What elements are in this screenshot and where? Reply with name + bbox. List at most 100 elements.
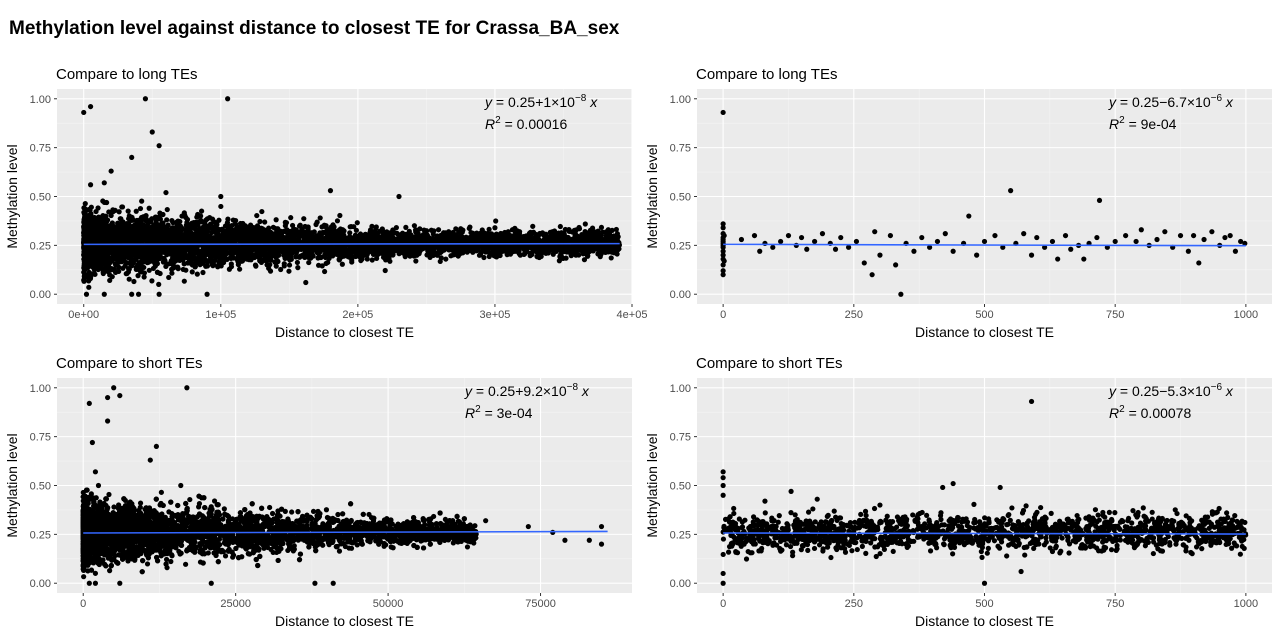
- data-point: [481, 254, 487, 261]
- data-point: [139, 198, 145, 204]
- data-point: [218, 203, 224, 210]
- data-point: [140, 253, 146, 259]
- data-point: [486, 226, 492, 232]
- data-point: [234, 256, 240, 262]
- data-point: [377, 246, 383, 252]
- data-point: [262, 219, 268, 225]
- data-point: [99, 213, 106, 220]
- data-point: [194, 271, 200, 277]
- data-point: [116, 268, 122, 275]
- data-point: [393, 225, 399, 231]
- y-tick-label: 0.50: [30, 192, 51, 204]
- data-point: [186, 255, 192, 261]
- data-point: [557, 223, 563, 230]
- x-tick-label: 1e+05: [205, 309, 236, 321]
- y-tick-label: 0.25: [30, 240, 51, 252]
- data-point: [158, 226, 164, 233]
- data-point: [545, 237, 551, 244]
- data-point: [339, 261, 345, 267]
- data-point: [574, 233, 580, 240]
- data-point: [270, 224, 276, 230]
- data-point: [297, 222, 303, 228]
- y-tick-label: 0.75: [30, 143, 51, 155]
- data-point: [157, 210, 163, 216]
- data-point: [98, 232, 104, 238]
- data-point: [237, 266, 243, 272]
- data-point: [124, 224, 130, 230]
- data-point: [141, 247, 147, 253]
- data-point: [582, 221, 588, 227]
- data-point: [123, 259, 129, 266]
- data-point: [315, 262, 322, 268]
- data-point: [379, 227, 385, 233]
- data-point: [116, 209, 122, 215]
- data-point: [86, 284, 92, 290]
- data-point: [424, 252, 430, 258]
- data-point: [88, 215, 94, 221]
- data-point: [181, 278, 187, 284]
- data-point: [314, 219, 320, 225]
- data-point: [180, 266, 186, 273]
- data-point: [228, 264, 235, 270]
- data-point: [297, 253, 303, 260]
- data-point: [198, 217, 204, 224]
- data-point: [115, 222, 121, 229]
- data-point: [443, 256, 449, 262]
- data-point: [556, 258, 562, 264]
- data-point: [373, 225, 379, 231]
- data-point: [437, 258, 443, 265]
- data-point: [529, 244, 535, 250]
- data-point: [411, 253, 417, 259]
- data-point: [523, 249, 529, 255]
- data-point: [581, 257, 588, 263]
- data-point: [137, 205, 144, 212]
- data-point: [124, 235, 130, 241]
- data-point: [352, 253, 359, 260]
- data-point: [413, 258, 419, 264]
- data-point: [214, 253, 220, 259]
- data-point: [149, 278, 155, 284]
- data-point: [428, 227, 434, 233]
- data-point: [204, 216, 210, 222]
- data-point: [460, 227, 466, 233]
- data-point: [267, 268, 274, 274]
- data-point: [287, 257, 293, 263]
- data-point: [359, 256, 365, 262]
- data-point: [257, 218, 263, 225]
- data-point: [86, 272, 92, 278]
- data-point: [364, 256, 370, 262]
- data-point: [170, 220, 176, 226]
- data-point: [370, 250, 376, 256]
- data-point: [157, 270, 163, 277]
- data-point: [301, 216, 307, 222]
- data-point: [82, 201, 88, 207]
- data-point: [598, 224, 605, 231]
- data-point: [373, 232, 379, 238]
- data-point: [267, 262, 273, 268]
- data-point: [321, 222, 327, 228]
- data-point: [566, 228, 572, 234]
- data-point: [511, 245, 518, 251]
- x-tick-label: 2e+05: [342, 309, 373, 321]
- data-point: [557, 253, 563, 260]
- data-point: [517, 252, 523, 258]
- data-point: [210, 263, 216, 269]
- data-point: [129, 263, 135, 269]
- data-point: [81, 264, 88, 270]
- data-point: [169, 226, 175, 232]
- data-point: [337, 212, 343, 219]
- data-point: [464, 245, 470, 251]
- data-point: [107, 277, 113, 284]
- data-point: [94, 226, 100, 233]
- page-title: Methylation level against distance to cl…: [9, 18, 620, 39]
- data-point: [187, 246, 193, 252]
- data-point: [281, 263, 287, 269]
- data-point: [405, 233, 411, 239]
- data-point: [302, 248, 309, 254]
- data-point: [382, 267, 388, 274]
- data-point: [353, 227, 359, 233]
- data-point: [283, 220, 290, 226]
- data-point: [163, 250, 169, 256]
- data-point: [573, 252, 579, 258]
- data-point: [608, 255, 614, 261]
